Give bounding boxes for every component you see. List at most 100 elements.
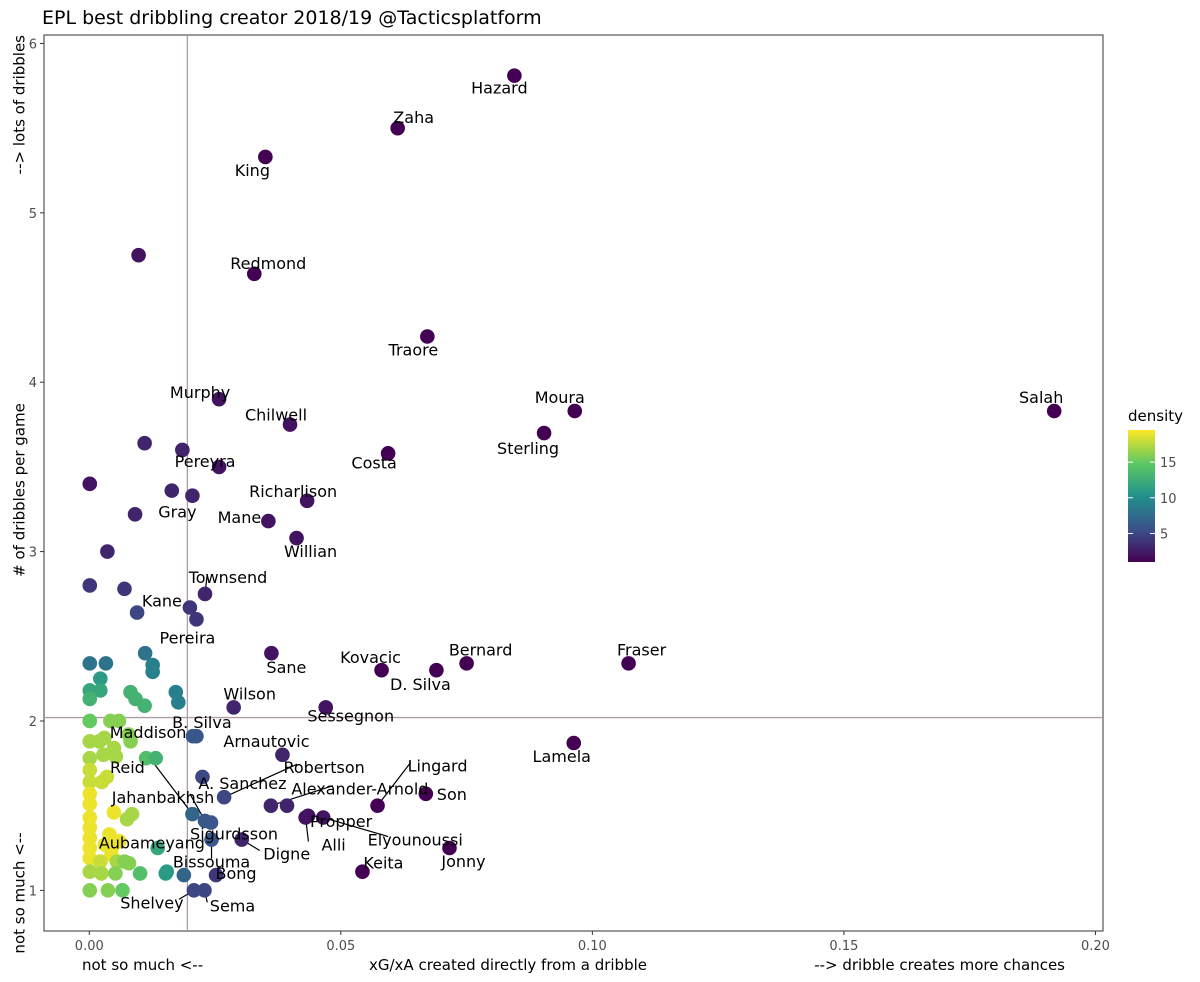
data-point [82, 786, 98, 802]
legend-ticks: 5 10 15 [1128, 456, 1177, 542]
data-point [263, 798, 279, 813]
data-point [145, 664, 160, 680]
data-point [100, 883, 116, 898]
data-point [164, 483, 180, 498]
point-label: Jonny [440, 852, 485, 871]
data-point [1046, 403, 1062, 419]
data-point [93, 671, 108, 686]
point-label: Traore [388, 340, 439, 359]
point-label: Sema [210, 896, 255, 915]
label-connector [377, 762, 412, 807]
y-axis-label-high: --> lots of dribbles [11, 35, 29, 174]
data-point [536, 425, 552, 441]
data-point [106, 805, 122, 820]
x-axis: 0.00 0.05 0.10 0.15 0.20 [75, 931, 1110, 954]
point-label: Sterling [497, 439, 559, 458]
data-point [148, 750, 163, 766]
point-label: Chilwell [245, 406, 307, 425]
data-point [82, 883, 98, 898]
data-point [264, 645, 279, 661]
data-point [234, 832, 250, 847]
point-label: Alexander-Arnold [291, 780, 428, 799]
data-point [185, 806, 200, 822]
y-axis-label-low: not so much <-- [11, 832, 29, 953]
data-point [261, 513, 276, 529]
point-label: Sessegnon [307, 706, 394, 725]
data-point [459, 656, 474, 671]
point-label: D. Silva [390, 675, 451, 694]
data-point [93, 854, 108, 869]
point-label: Zaha [393, 108, 434, 127]
data-point [121, 855, 137, 871]
point-label: Shelvey [120, 893, 183, 912]
data-point [355, 864, 370, 880]
data-point [195, 769, 210, 785]
data-point [211, 459, 227, 475]
point-label: Mane [218, 508, 262, 527]
data-point [175, 442, 190, 458]
data-point [82, 656, 98, 671]
data-point [258, 149, 273, 165]
point-label: Robertson [283, 758, 364, 777]
point-label: Bong [216, 864, 257, 883]
x-axis-label-right: --> dribble creates more chances [814, 956, 1065, 974]
point-label: Wilson [223, 684, 276, 703]
data-point [189, 612, 204, 627]
data-points [82, 68, 1062, 898]
point-label: Salah [1019, 388, 1063, 407]
data-point [94, 866, 109, 881]
point-label: Gray [158, 503, 196, 522]
x-tick-label: 0.15 [829, 939, 858, 954]
data-point [374, 662, 389, 678]
data-point [197, 883, 212, 898]
data-point [216, 789, 232, 805]
legend-tick-label: 15 [1160, 456, 1177, 471]
data-point [203, 815, 219, 830]
data-point [211, 391, 227, 407]
data-point [420, 329, 435, 344]
point-label: Murphy [170, 383, 230, 402]
data-point [176, 867, 192, 883]
point-label: Richarlison [249, 482, 337, 501]
data-point [315, 810, 331, 825]
point-label: Aubameyang [99, 834, 205, 853]
point-label: Hazard [471, 79, 528, 98]
point-label: Reid [110, 758, 145, 777]
data-point [226, 700, 241, 715]
y-tick-label: 3 [29, 546, 37, 561]
legend-tick-label: 5 [1160, 527, 1168, 542]
point-label: Fraser [617, 640, 667, 659]
x-tick-label: 0.10 [578, 939, 607, 954]
data-point [186, 883, 202, 898]
point-label: Sane [266, 658, 306, 677]
plot-panel [43, 34, 1104, 932]
data-point [380, 446, 396, 461]
y-tick-label: 5 [29, 207, 37, 222]
data-point [370, 798, 385, 813]
data-point [418, 786, 434, 802]
reference-lines [44, 35, 1103, 931]
data-point [507, 68, 522, 83]
point-label: Kane [142, 591, 182, 610]
data-point [108, 866, 123, 881]
legend-colorbar [1128, 430, 1155, 562]
point-label: Keita [363, 854, 403, 873]
data-point [82, 810, 98, 825]
data-point [246, 266, 262, 282]
data-point [117, 581, 132, 597]
data-point [189, 728, 204, 744]
point-label: Elyounoussi [368, 831, 463, 850]
data-point [100, 544, 115, 559]
data-point [442, 840, 457, 856]
point-label: Kovacic [340, 648, 401, 667]
data-point [119, 811, 135, 827]
point-label: Sigurdsson [190, 825, 278, 844]
point-label: Alli [321, 836, 345, 855]
data-point [82, 578, 98, 593]
point-label: Jahanbakhsh [111, 788, 214, 807]
data-point [429, 662, 444, 678]
point-label: Redmond [230, 254, 306, 273]
point-label: Townsend [188, 568, 268, 587]
y-axis-title: # of dribbles per game [11, 403, 29, 577]
